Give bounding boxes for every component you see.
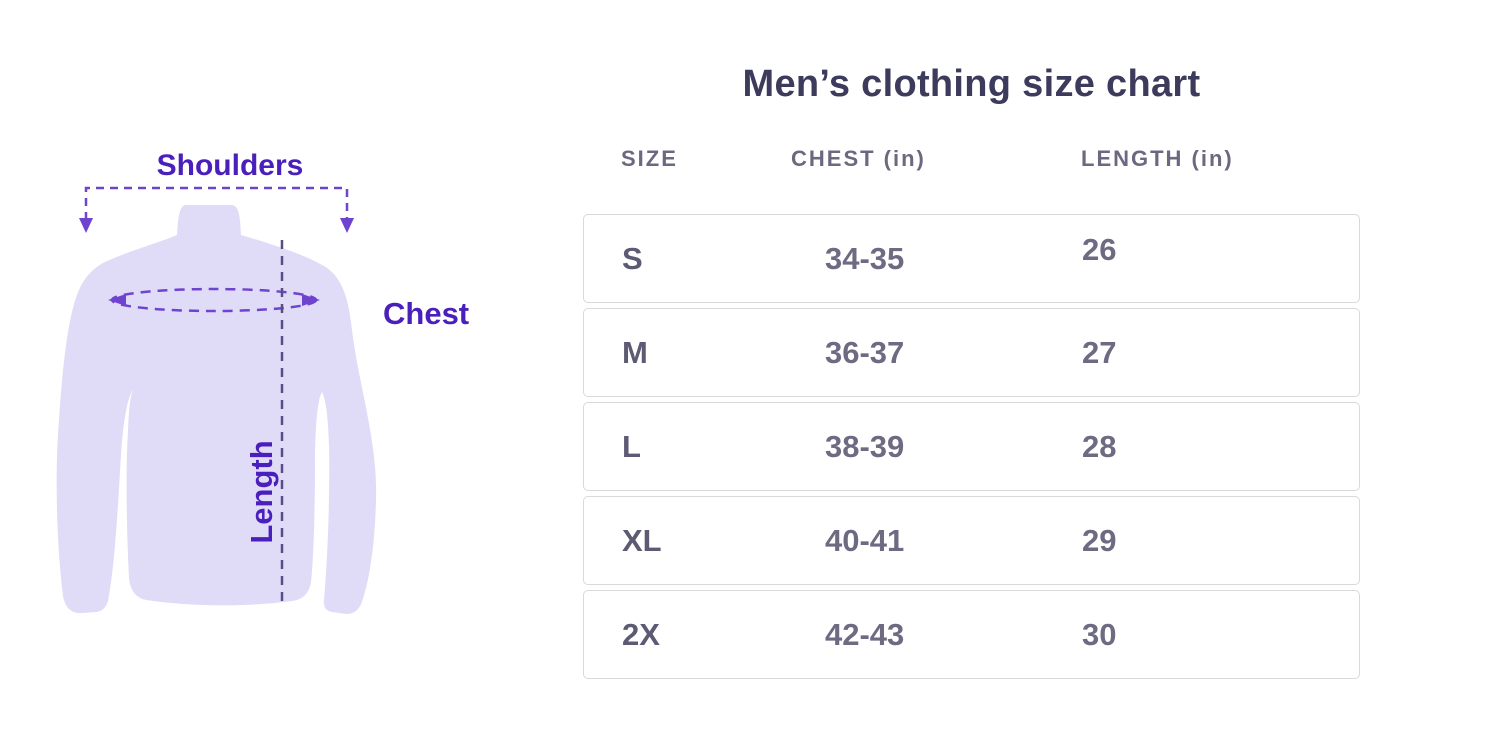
chest-label: Chest xyxy=(383,296,469,331)
shirt-silhouette xyxy=(56,205,377,614)
table-header-row: SIZE CHEST (in) LENGTH (in) xyxy=(583,146,1360,172)
shoulders-label: Shoulders xyxy=(157,149,304,182)
table-row: 2X 42-43 30 xyxy=(583,590,1360,679)
length-label: Length xyxy=(244,440,279,543)
col-header-chest: CHEST (in) xyxy=(791,146,926,171)
size-cell: XL xyxy=(622,522,662,558)
col-header-length: LENGTH (in) xyxy=(1081,146,1234,171)
shirt-diagram: Shoulders Chest Length xyxy=(56,149,469,614)
shirt-illustration: Shoulders Chest Length xyxy=(0,0,520,753)
size-cell: L xyxy=(622,428,641,464)
chest-arrow-right-icon xyxy=(302,294,320,306)
chest-cell: 40-41 xyxy=(825,522,905,558)
table-row: L 38-39 28 xyxy=(583,402,1360,491)
page-title: Men’s clothing size chart xyxy=(742,63,1201,105)
length-cell: 27 xyxy=(1082,334,1117,370)
length-cell: 28 xyxy=(1082,428,1117,464)
table-row: S 34-35 26 xyxy=(583,214,1360,303)
chest-cell: 36-37 xyxy=(825,334,905,370)
chest-cell: 34-35 xyxy=(825,240,905,276)
chest-cell: 38-39 xyxy=(825,428,905,464)
col-header-size: SIZE xyxy=(621,146,678,171)
length-cell: 26 xyxy=(1082,231,1117,267)
shoulders-arrow-left-icon xyxy=(79,218,93,233)
size-cell: S xyxy=(622,240,643,276)
size-table-panel: Men’s clothing size chart SIZE CHEST (in… xyxy=(583,0,1360,684)
size-cell: M xyxy=(622,334,648,370)
chest-cell: 42-43 xyxy=(825,616,905,652)
length-cell: 30 xyxy=(1082,616,1117,652)
size-cell: 2X xyxy=(622,616,660,652)
chest-arrow-left-icon xyxy=(108,294,126,306)
size-table: S 34-35 26 M 36-37 27 L 38-39 28 XL 40-4… xyxy=(583,214,1360,679)
shoulders-arrow-right-icon xyxy=(340,218,354,233)
length-cell: 29 xyxy=(1082,522,1117,558)
table-row: M 36-37 27 xyxy=(583,308,1360,397)
table-row: XL 40-41 29 xyxy=(583,496,1360,585)
shoulders-measure-bracket xyxy=(84,186,349,220)
